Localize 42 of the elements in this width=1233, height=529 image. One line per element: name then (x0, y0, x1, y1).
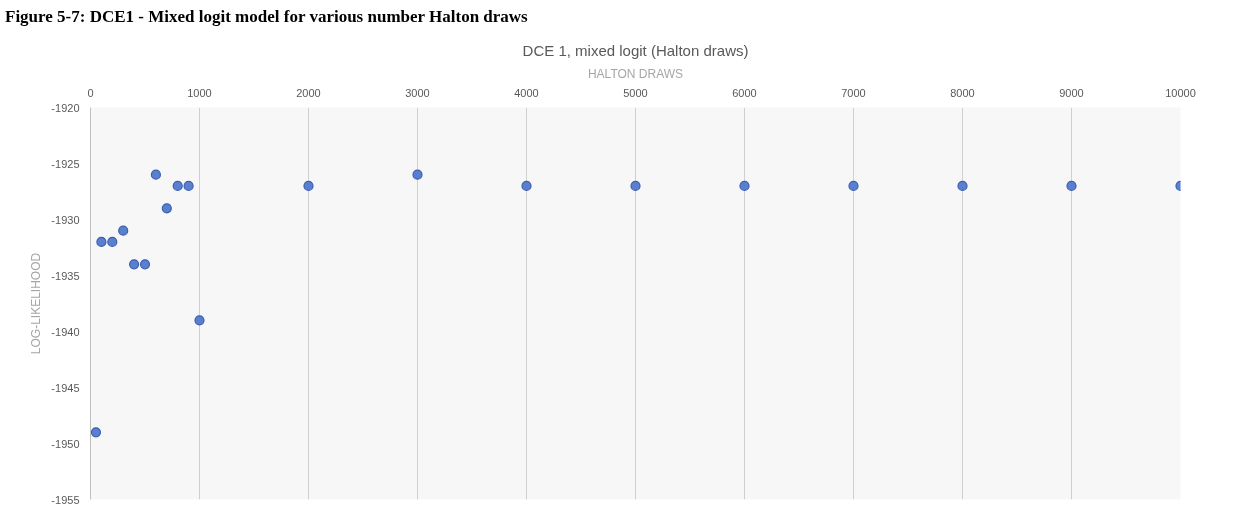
x-tick-label: 2000 (296, 86, 321, 99)
y-tick-label: -1945 (51, 381, 80, 394)
y-tick-label: -1930 (51, 213, 80, 226)
caption: Figure 5-7: DCE1 - Mixed logit model for various number Halton draws (5, 6, 528, 28)
point (129, 259, 140, 270)
point (303, 180, 314, 191)
x-tick-label: 10000 (1165, 86, 1196, 99)
point (172, 180, 183, 191)
y-tick-label: -1920 (51, 101, 80, 114)
point (194, 315, 205, 326)
point (848, 180, 859, 191)
point (183, 180, 194, 191)
point (161, 203, 172, 214)
x-tick-label: 4000 (514, 86, 539, 99)
point (412, 169, 423, 180)
point (139, 259, 151, 270)
y-tick-label: -1940 (51, 325, 80, 338)
y-tick-label: -1955 (51, 493, 80, 506)
point (150, 169, 161, 180)
x-tick-label: 5000 (623, 86, 648, 99)
x-tick-label: 7000 (841, 86, 866, 99)
x-tick-label: 9000 (1059, 86, 1084, 99)
chart-title: DCE 1, mixed logit (Halton draws) (522, 41, 749, 59)
y-axis-title: LOG-LIKELIHOOD (29, 252, 44, 355)
point (1066, 180, 1077, 191)
point (739, 180, 750, 191)
y-tick-label: -1950 (51, 437, 80, 450)
x-tick-label: 8000 (950, 86, 975, 99)
y-tick-label: -1925 (51, 157, 80, 170)
point (118, 225, 129, 236)
x-tick-label: 0 (87, 86, 94, 99)
point (90, 427, 102, 438)
x-axis-title: HALTON DRAWS (587, 66, 684, 81)
point (96, 236, 107, 247)
x-tick-label: 1000 (187, 86, 212, 99)
point (521, 180, 532, 191)
y-tick-label: -1935 (51, 269, 80, 282)
point (957, 180, 968, 191)
point (107, 236, 118, 247)
x-tick-label: 3000 (405, 86, 430, 99)
point (630, 180, 641, 191)
x-tick-label: 6000 (732, 86, 757, 99)
